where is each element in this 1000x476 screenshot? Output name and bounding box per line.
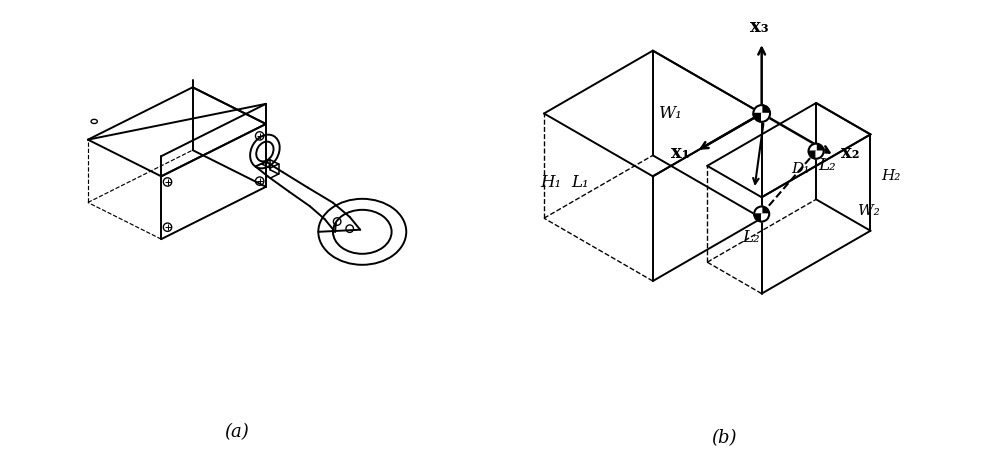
Wedge shape — [809, 151, 816, 159]
Wedge shape — [816, 151, 824, 159]
Text: x₁: x₁ — [671, 144, 690, 162]
Text: L₂: L₂ — [818, 158, 836, 174]
Wedge shape — [753, 113, 762, 122]
Text: W₂: W₂ — [858, 204, 880, 218]
Text: x₃: x₃ — [750, 18, 769, 36]
Wedge shape — [762, 113, 770, 122]
Text: W₁: W₁ — [659, 105, 683, 122]
Text: L₁: L₁ — [571, 174, 589, 191]
Circle shape — [754, 207, 769, 221]
Text: L₂: L₂ — [742, 228, 760, 246]
Wedge shape — [753, 105, 762, 113]
Circle shape — [809, 144, 824, 159]
Text: D₁: D₁ — [791, 162, 809, 176]
Text: x₂: x₂ — [841, 144, 859, 162]
Text: H₂: H₂ — [881, 169, 901, 183]
Wedge shape — [762, 214, 769, 221]
Wedge shape — [762, 207, 769, 214]
Wedge shape — [816, 144, 824, 151]
Wedge shape — [762, 105, 770, 113]
Wedge shape — [754, 214, 762, 221]
Wedge shape — [754, 207, 762, 214]
Text: H₁: H₁ — [541, 174, 562, 191]
Circle shape — [753, 105, 770, 122]
Text: (a): (a) — [224, 423, 249, 441]
Wedge shape — [809, 144, 816, 151]
Text: (b): (b) — [711, 429, 737, 447]
